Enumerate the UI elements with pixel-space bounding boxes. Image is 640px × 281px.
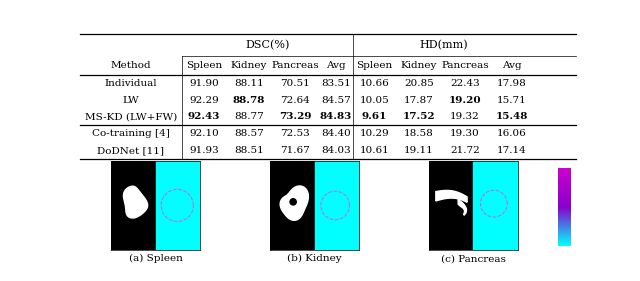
Text: 20.85: 20.85 [404,79,434,88]
Text: 17.98: 17.98 [497,79,526,88]
Text: 84.83: 84.83 [320,112,352,121]
X-axis label: (b) Kidney: (b) Kidney [287,254,342,263]
Text: 91.93: 91.93 [189,146,219,155]
Text: 10.66: 10.66 [360,79,390,88]
Text: 15.48: 15.48 [495,112,528,121]
Text: 16.06: 16.06 [497,129,526,138]
X-axis label: (a) Spleen: (a) Spleen [129,254,183,263]
Bar [429,161,474,250]
Polygon shape [280,186,308,220]
Text: 19.20: 19.20 [449,96,481,105]
Text: DSC(%): DSC(%) [245,40,289,50]
Text: 9.61: 9.61 [362,112,387,121]
Text: 19.30: 19.30 [451,129,480,138]
Bar [474,161,518,250]
Text: Spleen: Spleen [356,61,393,70]
Text: 10.05: 10.05 [360,96,390,105]
Text: DoDNet [11]: DoDNet [11] [97,146,164,155]
Text: Avg: Avg [326,61,346,70]
Text: 88.57: 88.57 [234,129,264,138]
Text: 15.71: 15.71 [497,96,526,105]
Text: Co-training [4]: Co-training [4] [92,129,170,138]
Text: 70.51: 70.51 [280,79,310,88]
Text: 88.11: 88.11 [234,79,264,88]
Text: 21.72: 21.72 [451,146,480,155]
Bar [270,161,315,250]
Text: 17.14: 17.14 [497,146,526,155]
Circle shape [290,199,296,205]
Polygon shape [458,200,467,215]
Text: 92.43: 92.43 [188,112,220,121]
Text: 88.77: 88.77 [234,112,264,121]
Text: Method: Method [111,61,151,70]
Text: Pancreas: Pancreas [442,61,489,70]
Text: Kidney: Kidney [230,61,267,70]
Text: 88.78: 88.78 [232,96,265,105]
Text: 22.43: 22.43 [451,79,480,88]
Text: 18.58: 18.58 [404,129,434,138]
Text: 88.51: 88.51 [234,146,264,155]
Text: 84.03: 84.03 [321,146,351,155]
Text: 92.10: 92.10 [189,129,219,138]
Text: Spleen: Spleen [186,61,222,70]
Polygon shape [436,191,467,202]
Text: Individual: Individual [104,79,157,88]
Text: 10.61: 10.61 [360,146,390,155]
Text: HD(mm): HD(mm) [419,40,468,50]
Text: 72.53: 72.53 [280,129,310,138]
X-axis label: (c) Pancreas: (c) Pancreas [441,254,506,263]
Text: 92.29: 92.29 [189,96,219,105]
Text: 10.29: 10.29 [360,129,390,138]
Bar [315,161,359,250]
Text: 19.11: 19.11 [404,146,434,155]
Text: 19.32: 19.32 [451,112,480,121]
Text: 71.67: 71.67 [280,146,310,155]
Bar [111,161,156,250]
Polygon shape [124,186,148,218]
Bar [156,161,200,250]
Text: 84.40: 84.40 [321,129,351,138]
Text: 83.51: 83.51 [321,79,351,88]
Text: 72.64: 72.64 [280,96,310,105]
Text: MS-KD (LW+FW): MS-KD (LW+FW) [84,112,177,121]
Text: 73.29: 73.29 [279,112,311,121]
Text: 17.87: 17.87 [404,96,434,105]
Text: 91.90: 91.90 [189,79,219,88]
Text: Avg: Avg [502,61,522,70]
Text: Pancreas: Pancreas [271,61,319,70]
Text: 17.52: 17.52 [403,112,435,121]
Text: LW: LW [122,96,139,105]
Text: 84.57: 84.57 [321,96,351,105]
Text: Kidney: Kidney [401,61,437,70]
